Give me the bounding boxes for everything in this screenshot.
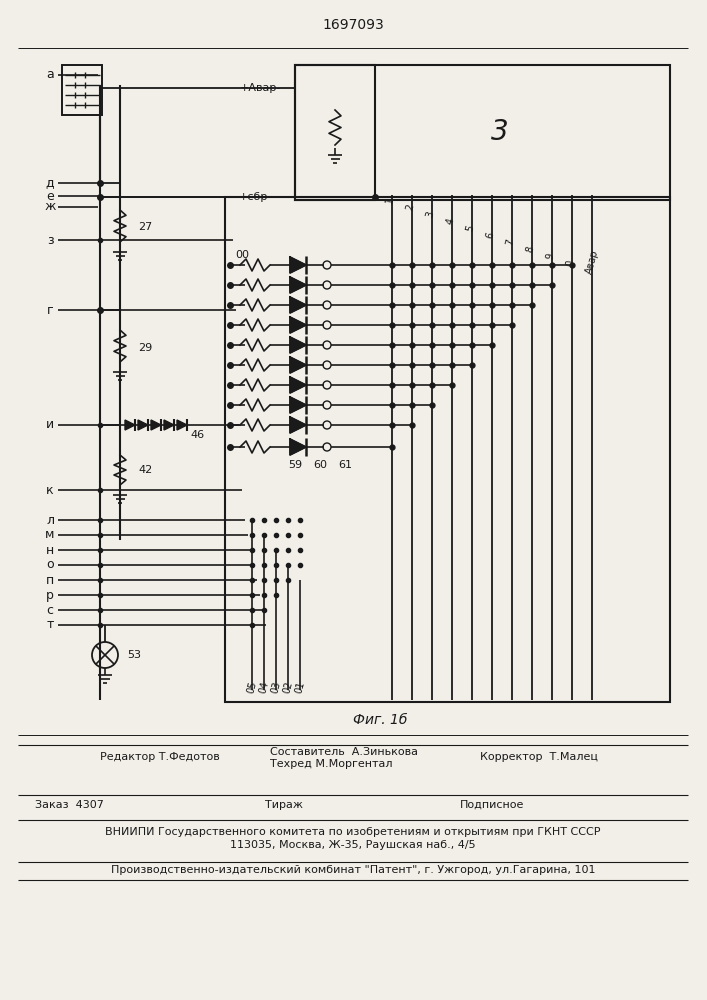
Text: 04: 04 xyxy=(257,681,270,695)
Text: Производственно-издательский комбинат "Патент", г. Ужгород, ул.Гагарина, 101: Производственно-издательский комбинат "П… xyxy=(111,865,595,875)
Bar xyxy=(62,65,102,115)
Text: е: е xyxy=(46,190,54,202)
Polygon shape xyxy=(138,420,148,430)
Text: 3: 3 xyxy=(491,118,509,146)
Polygon shape xyxy=(177,420,187,430)
Text: д: д xyxy=(46,176,54,190)
Text: 1: 1 xyxy=(385,196,396,205)
Text: о: о xyxy=(46,558,54,572)
Polygon shape xyxy=(290,257,306,273)
Text: 61: 61 xyxy=(338,460,352,470)
Text: з: з xyxy=(47,233,53,246)
Text: ж: ж xyxy=(45,200,56,214)
Text: ВНИИПИ Государственного комитета по изобретениям и открытиям при ГКНТ СССР: ВНИИПИ Государственного комитета по изоб… xyxy=(105,827,601,837)
Bar xyxy=(295,65,375,200)
Text: 00: 00 xyxy=(235,250,249,260)
Text: с: с xyxy=(47,603,54,616)
Text: и: и xyxy=(46,418,54,432)
Polygon shape xyxy=(290,397,306,413)
Text: 7: 7 xyxy=(504,238,515,247)
Text: 4: 4 xyxy=(444,217,455,226)
Text: Тираж: Тираж xyxy=(265,800,303,810)
Text: 5: 5 xyxy=(464,224,476,233)
Text: р: р xyxy=(46,588,54,601)
Text: п: п xyxy=(46,574,54,586)
Polygon shape xyxy=(290,337,306,353)
Text: а: а xyxy=(46,68,54,82)
Text: Подписное: Подписное xyxy=(460,800,525,810)
Polygon shape xyxy=(164,420,174,430)
Polygon shape xyxy=(290,417,306,433)
Polygon shape xyxy=(290,297,306,313)
Bar xyxy=(225,197,670,702)
Text: 27: 27 xyxy=(138,222,152,232)
Text: Фиг. 1б: Фиг. 1б xyxy=(353,713,407,727)
Text: +сбр-: +сбр- xyxy=(238,192,271,202)
Text: 29: 29 xyxy=(138,343,152,353)
Polygon shape xyxy=(125,420,135,430)
Polygon shape xyxy=(290,317,306,333)
Text: 03: 03 xyxy=(269,681,282,695)
Text: Техред М.Моргентал: Техред М.Моргентал xyxy=(270,759,392,769)
Text: 42: 42 xyxy=(138,465,152,475)
Text: 3: 3 xyxy=(424,210,436,219)
Text: 2: 2 xyxy=(404,203,416,212)
Text: 01: 01 xyxy=(293,681,306,695)
Text: 9: 9 xyxy=(544,252,556,261)
Text: 60: 60 xyxy=(313,460,327,470)
Text: 6: 6 xyxy=(484,231,496,240)
Text: Заказ  4307: Заказ 4307 xyxy=(35,800,104,810)
Text: 59: 59 xyxy=(288,460,302,470)
Text: м: м xyxy=(45,528,54,542)
Text: Редактор Т.Федотов: Редактор Т.Федотов xyxy=(100,752,220,762)
Text: 113035, Москва, Ж-35, Раушская наб., 4/5: 113035, Москва, Ж-35, Раушская наб., 4/5 xyxy=(230,840,476,850)
Text: Составитель  А.Зинькова: Составитель А.Зинькова xyxy=(270,747,418,757)
Text: 02: 02 xyxy=(281,680,294,695)
Text: 1697093: 1697093 xyxy=(322,18,384,32)
Bar xyxy=(295,65,670,200)
Text: Авар: Авар xyxy=(585,249,600,275)
Text: н: н xyxy=(46,544,54,556)
Polygon shape xyxy=(151,420,161,430)
Text: 0: 0 xyxy=(564,259,575,268)
Polygon shape xyxy=(290,439,306,455)
Text: Корректор  Т.Малец: Корректор Т.Малец xyxy=(480,752,598,762)
Text: л: л xyxy=(46,514,54,526)
Text: т: т xyxy=(47,618,54,632)
Text: +Авар-: +Авар- xyxy=(239,83,281,93)
Text: г: г xyxy=(47,304,53,316)
Text: 8: 8 xyxy=(525,245,536,254)
Polygon shape xyxy=(290,277,306,293)
Text: 46: 46 xyxy=(190,430,204,440)
Text: к: к xyxy=(46,484,54,496)
Text: 05: 05 xyxy=(245,680,258,695)
Polygon shape xyxy=(290,357,306,373)
Text: 53: 53 xyxy=(127,650,141,660)
Polygon shape xyxy=(290,377,306,393)
